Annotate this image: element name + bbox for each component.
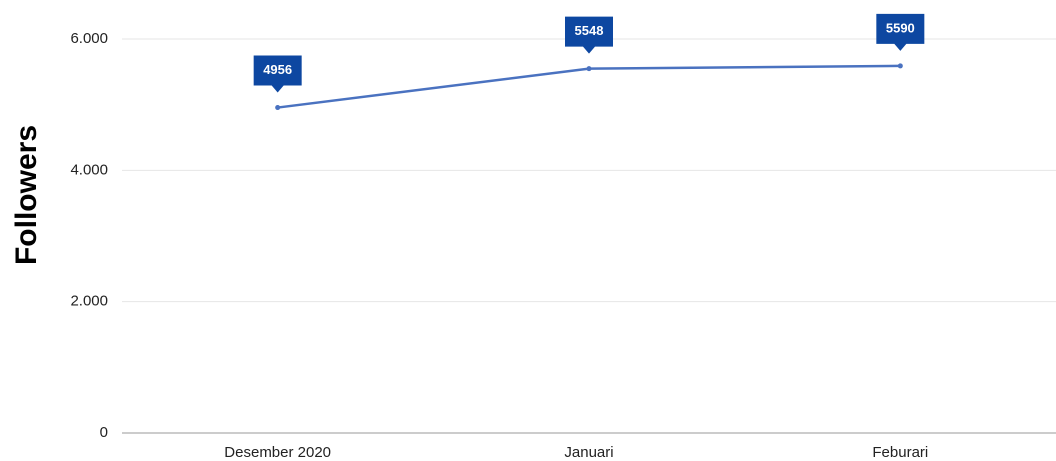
data-label: 5590 [886,20,915,35]
x-tick-label: Januari [564,444,613,461]
x-tick-label: Desember 2020 [224,444,331,461]
data-label: 5548 [575,23,604,38]
y-tick-label: 6.000 [70,30,108,47]
y-tick-label: 2.000 [70,293,108,310]
data-label: 4956 [263,62,292,77]
y-axis-label: Followers [10,125,43,265]
x-tick-label: Feburari [872,444,928,461]
data-label-box [565,16,613,54]
data-point [275,105,281,111]
data-label-box [253,55,302,93]
data-point [586,66,592,72]
y-tick-label: 4.000 [70,161,108,178]
data-point [897,63,903,69]
data-label-box [876,13,925,51]
series-line [277,64,901,109]
y-tick-label: 0 [100,424,108,441]
